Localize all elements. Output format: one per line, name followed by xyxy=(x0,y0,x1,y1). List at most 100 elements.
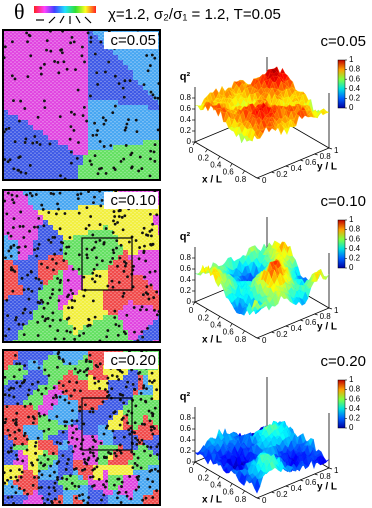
defect-dot xyxy=(51,293,54,296)
colorbar-tick-label: 1 xyxy=(349,215,354,224)
defect-dot xyxy=(29,54,32,57)
defect-dot xyxy=(113,484,116,487)
defect-dot xyxy=(13,270,16,273)
defect-dot xyxy=(106,395,109,398)
x-tick xyxy=(205,149,207,152)
defect-dot xyxy=(56,277,59,280)
defect-dot xyxy=(95,134,98,137)
defect-dot xyxy=(103,123,106,126)
defect-dot xyxy=(24,141,27,144)
defect-dot xyxy=(31,142,34,145)
defect-dot xyxy=(36,141,39,144)
defect-dot xyxy=(18,487,21,490)
defect-dot xyxy=(61,477,64,480)
defect-dot xyxy=(10,255,13,258)
defect-dot xyxy=(145,308,148,311)
defect-dot xyxy=(81,493,84,496)
defect-dot xyxy=(112,251,115,254)
defect-dot xyxy=(149,213,152,216)
defect-dot xyxy=(44,318,47,321)
defect-dot xyxy=(127,118,130,121)
defect-dot xyxy=(95,364,98,367)
defect-dot xyxy=(51,312,54,315)
defect-dot xyxy=(140,392,143,395)
defect-dot xyxy=(55,262,58,265)
orientation-map: c=0.10 xyxy=(3,190,160,343)
defect-dot xyxy=(14,77,17,80)
defect-dot xyxy=(107,451,110,454)
defect-dot xyxy=(18,362,21,365)
defect-dot xyxy=(125,144,128,147)
defect-dot xyxy=(58,381,61,384)
defect-dot xyxy=(119,209,122,212)
defect-dot xyxy=(4,45,7,48)
defect-dot xyxy=(93,246,96,249)
defect-dot xyxy=(11,290,14,293)
x-tick-label: 0.2 xyxy=(198,153,210,162)
x-tick-label: 0.4 xyxy=(210,321,222,330)
panel: c=0.10c=0.1000.20.40.60.800.20.40.60.810… xyxy=(3,190,366,346)
defect-dot xyxy=(19,155,22,158)
defect-dot xyxy=(46,498,49,501)
defect-dot xyxy=(99,140,102,143)
defect-dot xyxy=(12,419,15,422)
defect-dot xyxy=(39,67,42,70)
defect-dot xyxy=(46,302,49,305)
defect-dot xyxy=(7,192,10,195)
defect-dot xyxy=(70,289,73,292)
defect-dot xyxy=(71,482,74,485)
defect-dot xyxy=(19,225,22,228)
defect-dot xyxy=(67,306,70,309)
defect-dot xyxy=(5,128,8,131)
defect-dot xyxy=(38,278,41,281)
defect-dot xyxy=(116,265,119,268)
defect-dot xyxy=(23,288,26,291)
defect-dot xyxy=(65,420,68,423)
defect-dot xyxy=(57,299,60,302)
defect-dot xyxy=(122,158,125,161)
defect-dot xyxy=(69,474,72,477)
defect-dot xyxy=(138,246,141,249)
defect-dot xyxy=(114,168,117,171)
defect-dot xyxy=(105,227,108,230)
defect-dot xyxy=(31,194,34,197)
defect-dot xyxy=(153,160,156,163)
defect-dot xyxy=(112,286,115,289)
defect-dot xyxy=(105,480,108,483)
defect-dot xyxy=(59,281,62,284)
z-tick-label: 0.4 xyxy=(180,275,192,284)
defect-dot xyxy=(126,275,129,278)
z-tick-label: 0.8 xyxy=(180,253,192,262)
defect-dot xyxy=(102,116,105,119)
defect-dot xyxy=(21,443,24,446)
surface-plot: c=0.1000.20.40.60.800.20.40.60.8100.20.4… xyxy=(180,193,366,346)
z-tick-label: 0.4 xyxy=(180,115,192,124)
defect-dot xyxy=(154,270,157,273)
defect-dot xyxy=(59,49,62,52)
defect-dot xyxy=(49,296,52,299)
defect-dot xyxy=(21,471,24,474)
x-tick xyxy=(205,309,207,312)
y-tick xyxy=(315,314,318,315)
defect-dot xyxy=(47,317,50,320)
defect-dot xyxy=(83,106,86,109)
defect-dot xyxy=(88,224,91,227)
defect-dot xyxy=(149,243,152,246)
defect-dot xyxy=(148,380,151,383)
defect-dot xyxy=(149,271,152,274)
defect-dot xyxy=(26,493,29,496)
defect-dot xyxy=(91,278,94,281)
defect-dot xyxy=(125,491,128,494)
x-tick xyxy=(230,324,232,327)
defect-dot xyxy=(100,442,103,445)
defect-dot xyxy=(31,383,34,386)
defect-dot xyxy=(62,384,65,387)
defect-dot xyxy=(41,315,44,318)
defect-dot xyxy=(47,458,50,461)
defect-dot xyxy=(137,457,140,460)
defect-dot xyxy=(16,195,19,198)
defect-dot xyxy=(6,405,9,408)
defect-dot xyxy=(64,212,67,215)
defect-dot xyxy=(88,410,91,413)
defect-dot xyxy=(63,60,66,63)
